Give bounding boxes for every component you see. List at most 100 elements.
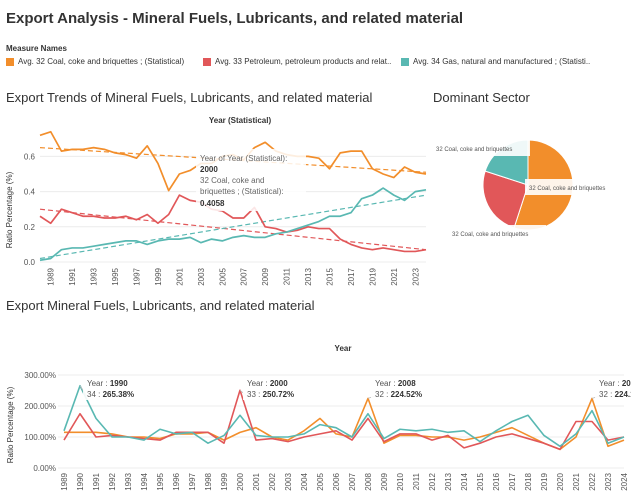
bottom-x-tick: 1994	[140, 472, 149, 490]
tooltip-2000: Year of Year (Statistical): 2000 32 Coal…	[196, 149, 306, 211]
pie-label-1-text: 32 Coal, coke and briquettes	[436, 147, 512, 153]
annotation-box	[371, 376, 431, 400]
legend-item-gas[interactable]: Avg. 34 Gas, natural and manufactured ; …	[401, 57, 590, 66]
annotation-series: 34 : 265.38%	[87, 390, 134, 399]
annotation-year: 2022	[622, 379, 631, 388]
annotation-year: 1990	[110, 379, 128, 388]
export-percentage-line-chart[interactable]: Year Ratio Percentage (%) 0.00% 100.00% 20…	[0, 330, 631, 501]
tooltip-line-2: 2000	[200, 165, 218, 174]
annotation-value: 224.52%	[391, 390, 423, 399]
trend-x-axis-title: Year (Statistical)	[209, 116, 272, 125]
bottom-x-tick: 1999	[220, 472, 229, 490]
legend-label-petroleum: Avg. 33 Petroleum, petroleum products an…	[215, 57, 392, 66]
bottom-x-tick: 2013	[444, 472, 453, 490]
bottom-series-line-34[interactable]	[63, 384, 625, 448]
legend-label-gas: Avg. 34 Gas, natural and manufactured ; …	[413, 57, 591, 66]
trend-x-tick: 1999	[154, 267, 163, 285]
trend-x-tick: 2019	[368, 267, 377, 285]
bottom-x-tick: 2019	[540, 472, 549, 490]
bottom-x-tick: 2003	[284, 472, 293, 490]
tooltip-line-1: Year of Year (Statistical):	[200, 154, 287, 163]
bottom-x-tick: 2018	[524, 472, 533, 490]
bottom-x-tick: 2010	[396, 472, 405, 490]
annotation-series: 32 : 224.15%	[599, 390, 631, 399]
trend-x-tick: 1995	[111, 267, 120, 285]
annotation-year: 2008	[398, 379, 416, 388]
trend-x-tick: 2013	[304, 267, 313, 285]
bottom-x-tick: 2009	[380, 472, 389, 490]
bottom-x-tick: 2022	[588, 472, 597, 490]
annotation-value: 224.15%	[615, 390, 631, 399]
annotation-year: 2000	[270, 379, 288, 388]
bottom-y-tick: 300.00%	[24, 371, 56, 380]
bottom-x-axis-title: Year	[335, 344, 352, 353]
legend-item-petroleum[interactable]: Avg. 33 Petroleum, petroleum products an…	[203, 57, 391, 66]
legend-title: Measure Names	[6, 44, 67, 53]
bottom-x-tick: 2023	[604, 472, 613, 490]
bottom-x-tick: 2012	[428, 472, 437, 490]
legend-item-coal[interactable]: Avg. 32 Coal, coke and briquettes ; (Sta…	[6, 57, 184, 66]
bottom-x-tick: 2000	[236, 472, 245, 490]
annotation-box	[243, 376, 303, 400]
tooltip-line-3: 32 Coal, coke and	[200, 176, 265, 185]
annotation-year-label: Year : 2022	[599, 379, 631, 388]
annotation-series: 32 : 224.52%	[375, 390, 422, 399]
bottom-x-tick: 2002	[268, 472, 277, 490]
bottom-x-tick: 2006	[332, 472, 341, 490]
bottom-x-tick: 1997	[188, 472, 197, 490]
trend-y-tick: 0.6	[24, 152, 36, 161]
annotation-value: 250.72%	[263, 390, 295, 399]
bottom-y-tick: 200.00%	[24, 402, 56, 411]
annotation-year-label: Year : 2008	[375, 379, 416, 388]
annotation-year-label: Year : 2000	[247, 379, 288, 388]
trend-y-tick: 0.2	[24, 223, 36, 232]
annotation-2008: Year : 2008 32 : 224.52%	[367, 376, 431, 400]
trend-x-tick: 2015	[326, 267, 335, 285]
bottom-x-tick: 2007	[348, 472, 357, 490]
bottom-y-axis-title: Ratio Percentage (%)	[6, 386, 15, 463]
trend-y-axis-title: Ratio Percentage (%)	[5, 171, 14, 248]
annotation-value: 265.38%	[103, 390, 135, 399]
pie-label-3: 32 Coal, coke and briquettes	[448, 225, 546, 241]
trend-y-tick: 0.0	[24, 258, 36, 267]
trendline-34-gas-natural-and-manufactured	[39, 194, 427, 260]
bottom-x-tick: 2015	[476, 472, 485, 490]
bottom-x-tick: 2021	[572, 472, 581, 490]
trend-x-tick: 2021	[390, 267, 399, 285]
trend-x-tick: 2003	[197, 267, 206, 285]
pie-label-1: 32 Coal, coke and briquettes	[432, 140, 530, 156]
bottom-x-tick: 2008	[364, 472, 373, 490]
bottom-x-tick: 2020	[556, 472, 565, 490]
trend-x-tick: 1997	[133, 267, 142, 285]
trendline-33-petroleum-petroleum-products-and-related	[39, 208, 427, 251]
legend-swatch-coal	[6, 57, 14, 66]
tooltip-line-5: 0.4058	[200, 199, 225, 208]
trend-line-chart[interactable]: Year (Statistical) Ratio Percentage (%) …	[0, 110, 430, 295]
bottom-x-tick: 2014	[460, 472, 469, 490]
trend-x-tick: 1989	[47, 267, 56, 285]
bottom-x-tick: 1993	[124, 472, 133, 490]
trend-x-tick: 1991	[68, 267, 77, 285]
pie-label-2-text: 32 Coal, coke and briquettes	[529, 186, 605, 192]
legend-swatch-petroleum	[203, 57, 211, 66]
trend-chart-title: Export Trends of Mineral Fuels, Lubrican…	[6, 90, 373, 105]
annotation-year-label: Year : 1990	[87, 379, 128, 388]
bottom-x-tick: 1990	[76, 472, 85, 490]
bottom-series-line-33[interactable]	[63, 389, 625, 451]
trend-x-tick: 2005	[218, 267, 227, 285]
bottom-y-tick: 100.00%	[24, 433, 56, 442]
tooltip-box	[196, 149, 306, 211]
bottom-x-tick: 2011	[412, 472, 421, 490]
trend-x-tick: 2009	[261, 267, 270, 285]
page-title: Export Analysis - Mineral Fuels, Lubrica…	[6, 10, 464, 27]
annotation-box	[595, 376, 631, 400]
series-line-34-gas-natural-and-manufactured[interactable]	[39, 187, 427, 262]
bottom-x-tick: 2017	[508, 472, 517, 490]
series-line-33-petroleum-petroleum-products-and-related[interactable]	[39, 194, 427, 253]
dominant-sector-pie[interactable]: 32 Coal, coke and briquettes 32 Coal, co…	[430, 110, 630, 295]
annotation-1990: Year : 1990 34 : 265.38%	[79, 376, 143, 400]
annotation-box	[83, 376, 143, 400]
trend-x-tick: 2001	[175, 267, 184, 285]
trend-x-tick: 1993	[90, 267, 99, 285]
annotation-2000: Year : 2000 33 : 250.72%	[239, 376, 303, 400]
